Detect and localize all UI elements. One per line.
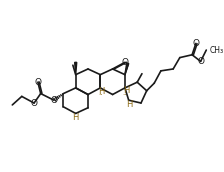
Text: CH₃: CH₃ [210,46,224,55]
Text: O: O [30,99,38,108]
Text: O: O [34,78,41,87]
Text: O: O [192,39,199,48]
Text: H: H [98,87,104,96]
Text: H: H [123,86,129,95]
Text: ··: ·· [123,93,127,98]
Text: O: O [197,57,204,66]
Polygon shape [125,63,129,75]
Text: O: O [121,58,128,67]
Polygon shape [75,62,77,75]
Text: O: O [50,96,57,105]
Text: H: H [127,100,133,109]
Text: H: H [73,113,79,122]
Text: ··: ·· [98,93,103,98]
